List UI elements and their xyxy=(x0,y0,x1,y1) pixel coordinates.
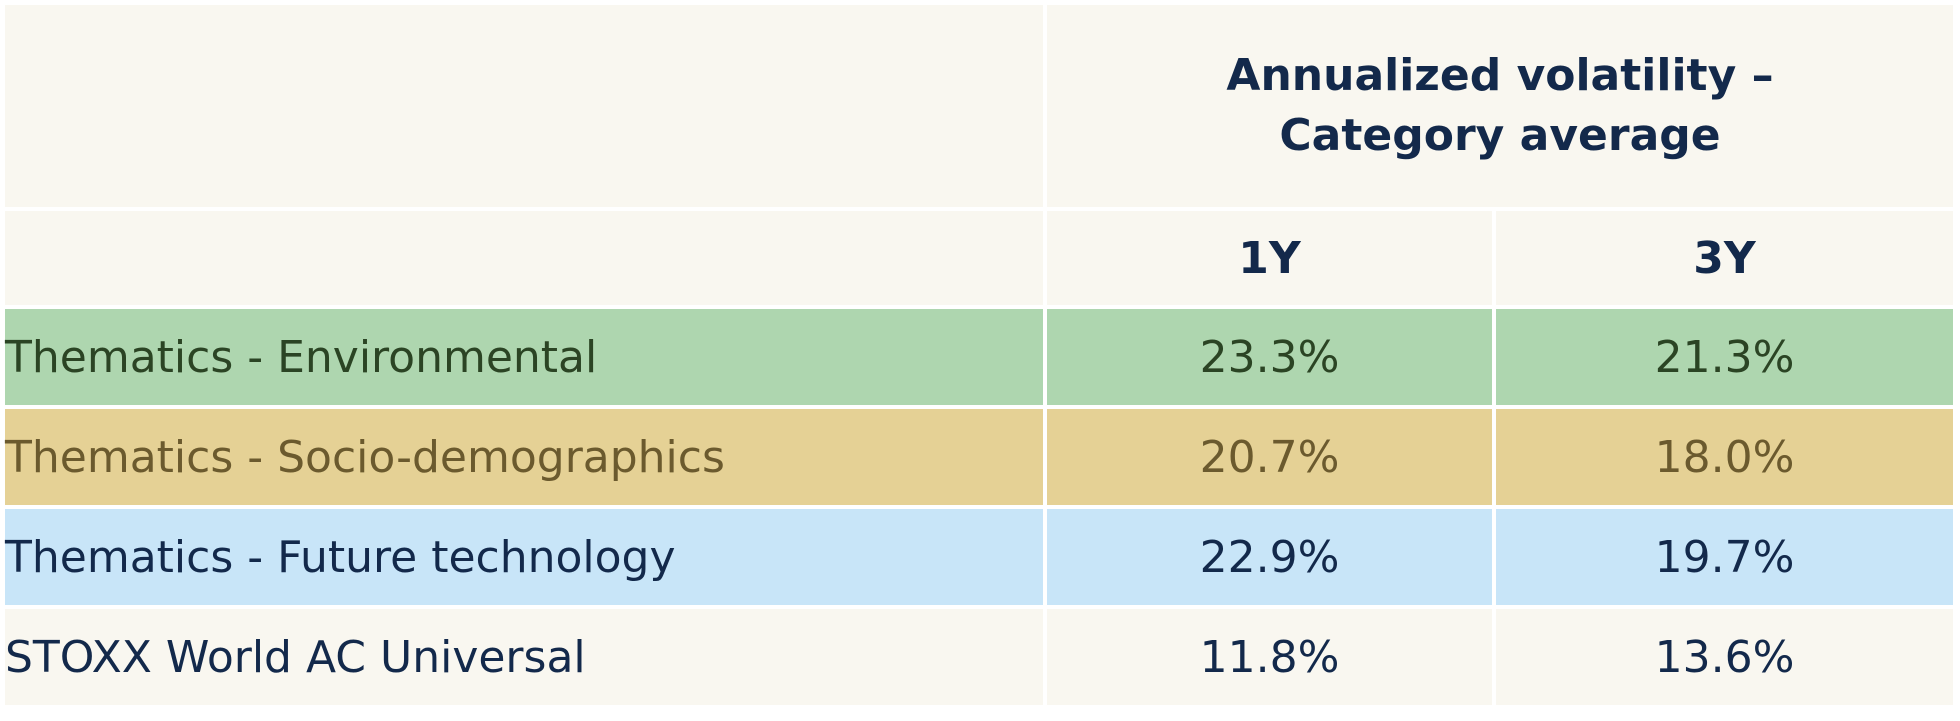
row-label: Thematics - Environmental xyxy=(5,309,1043,405)
row-value-3y: 13.6% xyxy=(1496,609,1953,705)
period-empty-cell xyxy=(5,211,1043,305)
row-value-3y: 19.7% xyxy=(1496,509,1953,605)
table-header-row: Annualized volatility – Category average xyxy=(5,5,1953,207)
column-header-1y: 1Y xyxy=(1047,211,1492,305)
row-value-1y: 20.7% xyxy=(1047,409,1492,505)
row-label: Thematics - Future technology xyxy=(5,509,1043,605)
row-value-3y: 18.0% xyxy=(1496,409,1953,505)
row-value-3y: 21.3% xyxy=(1496,309,1953,405)
row-value-1y: 23.3% xyxy=(1047,309,1492,405)
volatility-table: Annualized volatility – Category average… xyxy=(1,1,1957,709)
table-row: Thematics - Environmental 23.3% 21.3% xyxy=(5,309,1953,405)
header-empty-cell xyxy=(5,5,1043,207)
group-header-cell: Annualized volatility – Category average xyxy=(1047,5,1953,207)
table-row: Thematics - Socio-demographics 20.7% 18.… xyxy=(5,409,1953,505)
group-header-line-1: Annualized volatility – xyxy=(1226,50,1774,101)
row-label: Thematics - Socio-demographics xyxy=(5,409,1043,505)
row-value-1y: 22.9% xyxy=(1047,509,1492,605)
row-value-1y: 11.8% xyxy=(1047,609,1492,705)
table-row: STOXX World AC Universal 11.8% 13.6% xyxy=(5,609,1953,705)
table-row: Thematics - Future technology 22.9% 19.7… xyxy=(5,509,1953,605)
row-label: STOXX World AC Universal xyxy=(5,609,1043,705)
group-header-line-2: Category average xyxy=(1279,110,1721,161)
column-header-3y: 3Y xyxy=(1496,211,1953,305)
period-header-row: 1Y 3Y xyxy=(5,211,1953,305)
